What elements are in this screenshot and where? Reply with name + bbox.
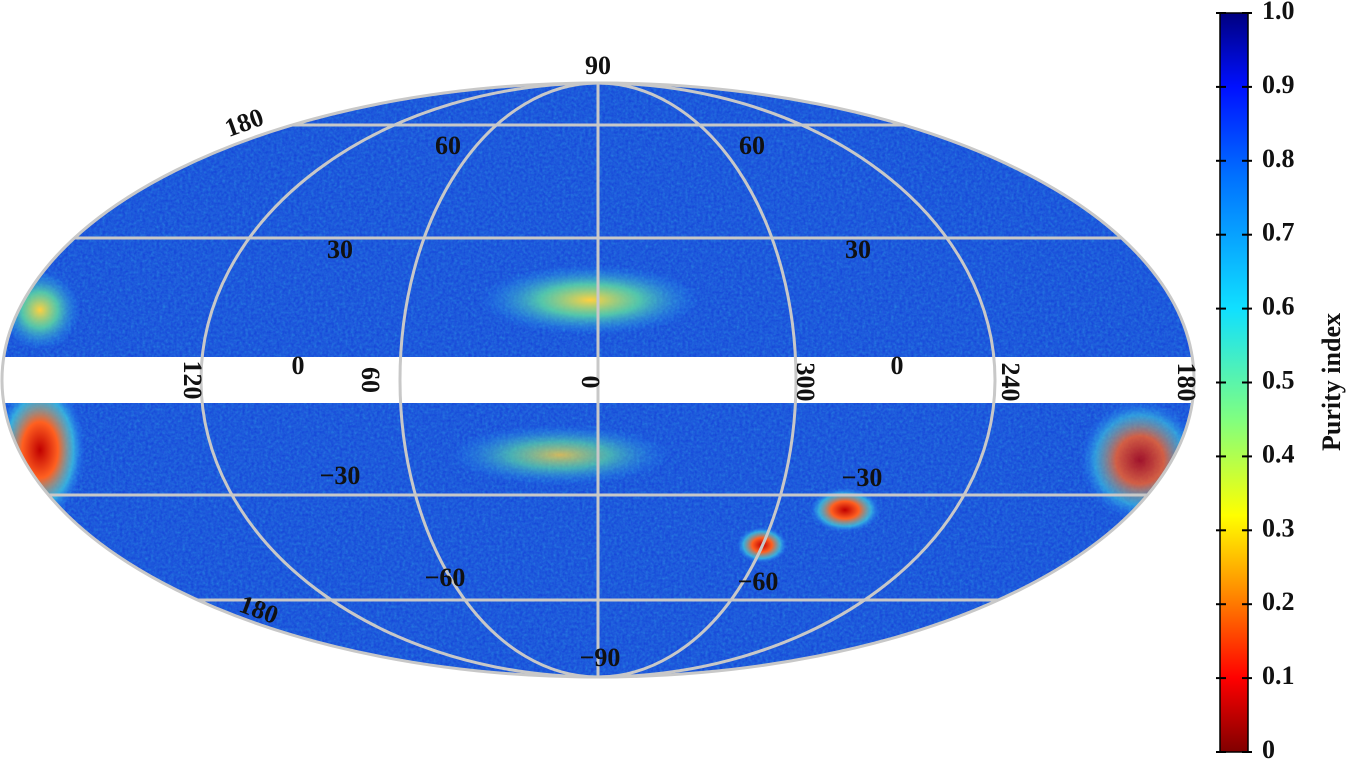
lat-label: −60 [738,567,779,596]
lat-label: 90 [585,51,611,80]
lon-label: 180 [1172,363,1201,402]
colorbar: Purity index 0 0.1 0.2 0.3 0.4 0.5 0.6 0.7 0.8 0.… [1216,0,1346,763]
lat-label: −30 [842,463,883,492]
colorbar-tick-label: 0.6 [1262,292,1295,321]
colorbar-tick-label: 0.9 [1262,70,1295,99]
graticule [0,81,1196,679]
colorbar-tick-label: 0.3 [1262,513,1295,542]
lat-label: 30 [327,235,353,264]
colorbar-tick-label: 0.4 [1262,439,1295,468]
lat-label: −30 [320,461,361,490]
lat-label: 60 [435,131,461,160]
lon-label: 0 [576,376,605,389]
colorbar-tick-label: 1.0 [1262,0,1295,25]
lat-label: 0 [292,351,305,380]
feature [810,488,880,532]
lon-label: 300 [791,363,820,402]
lon-label: 120 [178,361,207,400]
lat-label: 30 [845,235,871,264]
lat-label: 60 [739,131,765,160]
colorbar-tick-label: 0 [1262,735,1275,763]
lat-label: −90 [580,643,621,672]
colorbar-tick-label: 0.8 [1262,144,1295,173]
feature [450,425,670,485]
colorbar-tick-label: 0.7 [1262,218,1295,247]
lon-label: 240 [996,363,1025,402]
lon-label: 60 [356,367,385,393]
colorbar-label: Purity index [1317,313,1346,451]
colorbar-tick-label: 0.1 [1262,661,1295,690]
feature [2,270,80,350]
colorbar-tick-label: 0.2 [1262,587,1295,616]
latitude-labels: 90 60 60 30 30 0 0 −30 −30 −60 −60 −90 [292,51,904,672]
lat-label: −60 [425,563,466,592]
feature [480,265,700,335]
lat-label: 0 [891,351,904,380]
colorbar-tick-label: 0.5 [1262,365,1295,394]
